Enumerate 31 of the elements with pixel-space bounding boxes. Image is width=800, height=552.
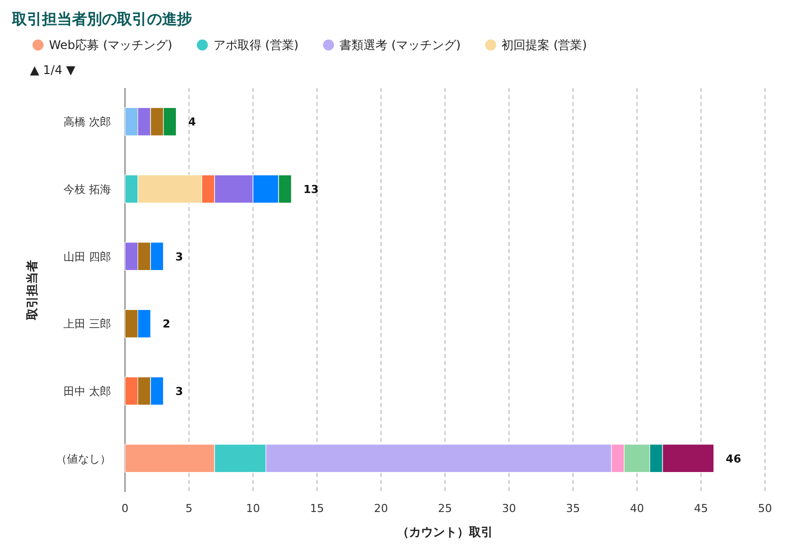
chart-title: 取引担当者別の取引の進捗 (11, 10, 192, 28)
x-tick-label: 35 (566, 502, 580, 515)
x-tick-label: 0 (122, 502, 128, 515)
x-tick-label: 40 (630, 502, 644, 515)
x-tick-label: 15 (310, 502, 324, 515)
legend-label: 書類選考 (マッチング) (340, 38, 461, 52)
x-tick-label: 25 (438, 502, 452, 515)
total-label: 46 (726, 452, 742, 466)
x-tick-label: 20 (374, 502, 388, 515)
x-tick-label: 45 (694, 502, 708, 515)
x-tick-label: 5 (186, 502, 192, 515)
legend-label: 初回提案 (営業) (502, 38, 587, 52)
y-tick-label: 今枝 拓海 (64, 183, 111, 196)
x-tick-label: 50 (758, 502, 772, 515)
text: ▲ 1/4 ▼ (30, 63, 76, 77)
y-tick-label: 山田 四郎 (64, 250, 111, 264)
total-label: 3 (175, 250, 184, 264)
y-tick-label: （値なし） (56, 452, 111, 466)
x-tick-label: 10 (246, 502, 260, 515)
legend-label: Web応募 (マッチング) (49, 38, 172, 52)
legend-label: アポ取得 (営業) (213, 38, 299, 52)
total-label: 2 (162, 318, 170, 331)
total-label: 4 (188, 116, 196, 129)
total-label: 13 (303, 183, 319, 196)
x-axis-title: （カウント）取引 (397, 525, 493, 539)
total-label: 3 (175, 385, 184, 398)
x-tick-label: 30 (502, 502, 516, 515)
y-tick-label: 上田 三郎 (64, 318, 111, 331)
y-tick-label: 田中 太郎 (64, 385, 111, 398)
y-axis-title: 取引担当者 (25, 260, 39, 321)
y-tick-label: 高橋 次郎 (64, 116, 111, 129)
